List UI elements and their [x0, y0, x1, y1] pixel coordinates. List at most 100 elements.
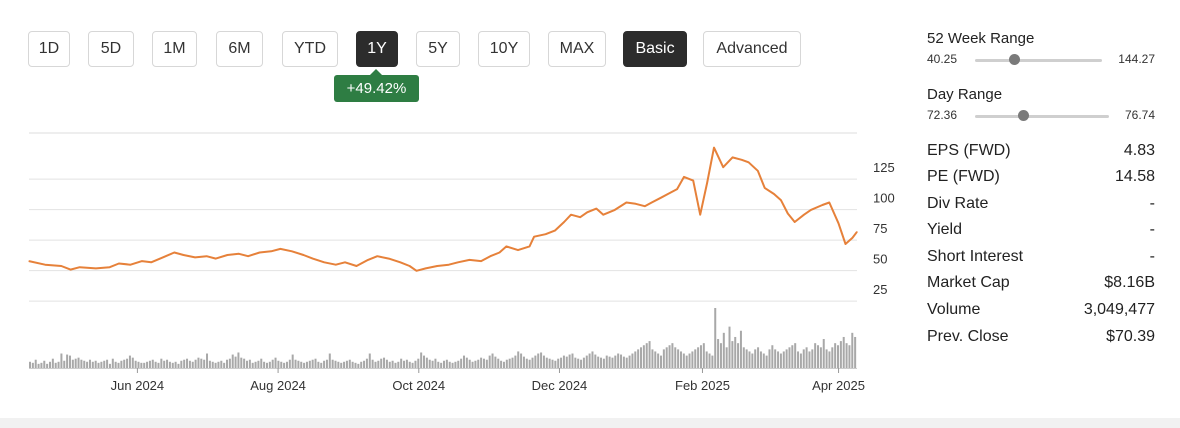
- day-range-marker: [1018, 110, 1030, 121]
- price-point: [388, 258, 390, 260]
- price-point: [247, 255, 249, 257]
- volume-bar: [340, 362, 343, 368]
- volume-bar: [288, 359, 291, 368]
- tab-max[interactable]: MAX: [548, 31, 606, 67]
- x-tick-label: Oct 2024: [392, 378, 445, 393]
- volume-bar: [745, 349, 748, 368]
- volume-bar: [83, 360, 86, 368]
- x-tick-label: Dec 2024: [532, 378, 588, 393]
- volume-bar: [357, 363, 360, 368]
- volume-bar: [705, 351, 708, 368]
- volume-bar: [437, 361, 440, 368]
- volume-bar: [151, 359, 154, 368]
- volume-bar: [731, 341, 734, 368]
- price-point: [162, 256, 164, 258]
- tab-10y[interactable]: 10Y: [478, 31, 530, 67]
- volume-bar: [203, 359, 206, 368]
- volume-bar: [91, 361, 94, 368]
- volume-bar: [714, 308, 717, 368]
- volume-bar: [828, 351, 831, 368]
- volume-bar: [106, 359, 109, 368]
- volume-bar: [791, 345, 794, 368]
- volume-bar: [831, 347, 834, 368]
- price-chart[interactable]: 125 100 75 50 25 Jun 2024 Aug 2024 Oct 2024 Dec …: [0, 120, 900, 400]
- volume-bar: [57, 361, 60, 368]
- volume-bar: [762, 353, 765, 368]
- volume-bar: [688, 353, 691, 368]
- volume-bar: [37, 363, 40, 368]
- volume-bar: [691, 351, 694, 368]
- volume-bar: [331, 359, 334, 368]
- price-point: [810, 209, 812, 211]
- volume-bar: [265, 362, 268, 368]
- volume-bar: [637, 349, 640, 368]
- volume-bar: [254, 361, 257, 368]
- day-range-title: Day Range: [927, 86, 1003, 103]
- volume-bar: [805, 347, 808, 368]
- volume-bar: [243, 358, 246, 368]
- price-point: [794, 221, 796, 223]
- volume-bar: [717, 339, 720, 368]
- volume-bar: [146, 361, 149, 368]
- volume-bar: [328, 353, 331, 368]
- tab-1d[interactable]: 1D: [28, 31, 70, 67]
- price-point: [660, 197, 662, 199]
- price-point: [579, 216, 581, 218]
- volume-bar: [514, 355, 517, 368]
- tab-ytd[interactable]: YTD: [282, 31, 338, 67]
- tab-6m[interactable]: 6M: [216, 31, 263, 67]
- price-point: [238, 253, 240, 255]
- volume-bar: [374, 361, 377, 368]
- volume-bar: [542, 355, 545, 368]
- volume-bar: [771, 345, 774, 368]
- volume-bar: [231, 354, 234, 368]
- volume-bar: [188, 360, 191, 368]
- volume-bar: [699, 345, 702, 368]
- volume-bar: [608, 356, 611, 368]
- volume-bar: [617, 353, 620, 368]
- volume-bar: [428, 359, 431, 368]
- volume-bar: [414, 360, 417, 368]
- tab-1m[interactable]: 1M: [152, 31, 197, 67]
- price-point: [699, 214, 701, 216]
- price-point: [206, 255, 208, 257]
- price-point: [425, 267, 427, 269]
- basic-mode-button[interactable]: Basic: [623, 31, 687, 67]
- volume-bar: [708, 353, 711, 368]
- volume-bar: [500, 360, 503, 368]
- volume-bar: [154, 361, 157, 368]
- volume-bar: [208, 360, 211, 368]
- price-point: [129, 264, 132, 266]
- volume-bar: [214, 362, 217, 368]
- volume-bar: [400, 358, 403, 368]
- volume-bar: [822, 339, 825, 368]
- price-point: [644, 205, 646, 207]
- volume-bar: [511, 357, 514, 368]
- volume-bar: [765, 355, 768, 368]
- volume-bar: [659, 355, 662, 368]
- volume-bar: [186, 358, 189, 368]
- stat-value: -: [1149, 248, 1155, 265]
- price-point: [215, 258, 217, 260]
- volume-bar: [517, 351, 520, 368]
- tab-5y[interactable]: 5Y: [416, 31, 460, 67]
- volume-bar: [166, 359, 169, 368]
- volume-bar: [140, 362, 143, 368]
- volume-bar: [668, 345, 671, 368]
- stat-value: 14.58: [1114, 168, 1155, 185]
- price-point: [692, 180, 694, 182]
- advanced-mode-button[interactable]: Advanced: [703, 31, 801, 67]
- volume-bar: [397, 361, 400, 368]
- volume-bar: [303, 362, 306, 368]
- volume-bar: [274, 357, 277, 368]
- volume-bar: [174, 361, 177, 368]
- price-point: [757, 170, 759, 172]
- tab-5d[interactable]: 5D: [88, 31, 134, 67]
- volume-bar: [491, 353, 494, 368]
- volume-bar: [180, 360, 183, 368]
- day-range-low: 72.36: [927, 108, 958, 122]
- tab-1y[interactable]: 1Y: [356, 31, 398, 67]
- price-point: [595, 208, 598, 210]
- price-point: [731, 156, 734, 158]
- volume-bar: [497, 358, 500, 368]
